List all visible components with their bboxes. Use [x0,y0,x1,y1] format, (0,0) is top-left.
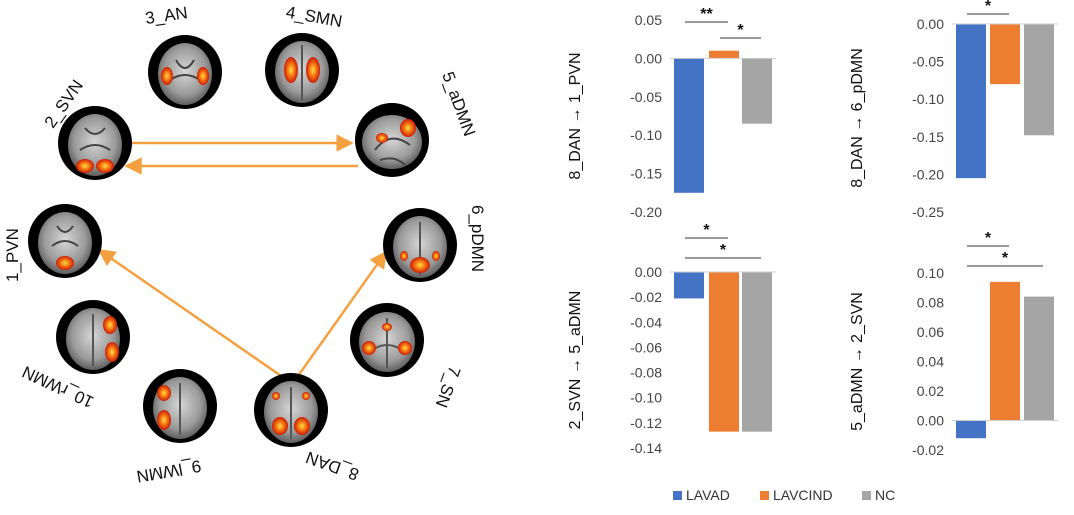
y-tick-label: -0.06 [630,339,662,355]
y-tick-label: -0.14 [630,440,662,456]
brain-node-1-pvn: 1_PVN [3,204,102,282]
y-tick-label: -0.10 [912,91,944,107]
bar-nc [742,272,772,432]
significance-label: * [720,242,727,259]
bar-lavad [956,420,986,439]
legend-swatch-lavcind [760,491,769,500]
significance-label: * [985,0,992,15]
bar-lavcind [709,272,739,432]
y-tick-label: 0.00 [917,16,944,32]
brain-node-10-rwmn: 10_rWMN [19,300,130,412]
significance-label: * [985,230,992,247]
y-axis-label: 5_aDMN → 2_SVN [849,292,866,431]
legend-label-lavcind: LAVCIND [773,487,833,503]
brain-node-9-lwmn: 9_lWMN [135,369,217,486]
brain-node-8-dan: 8_DAN [254,373,361,484]
y-tick-label: -0.20 [912,166,944,182]
bar-lavad [956,24,986,179]
label-5-admn: 5_aDMN [438,69,479,139]
network-diagram: 3_AN 4_SMN 2_SVN 5_aDMN [3,3,487,486]
y-tick-label: 0.00 [917,413,944,429]
y-tick-label: -0.02 [630,289,662,305]
chart-panel-1: 0.050.00-0.05-0.10-0.15-0.20***8_DAN → 1… [567,6,776,220]
label-9-lwmn: 9_lWMN [135,456,202,486]
y-axis-label: 2_SVN → 5_aDMN [567,291,584,430]
arrow-8dan-to-1pvn [97,248,288,382]
brain-node-7-sn: 7_SN [350,303,464,410]
y-tick-label: 0.06 [917,324,944,340]
brain-node-3-an: 3_AN [144,3,222,109]
label-3-an: 3_AN [144,3,189,28]
y-tick-label: 0.02 [917,383,944,399]
y-axis-label: 8_DAN → 6_pDMN [849,48,866,188]
y-tick-label: 0.08 [917,295,944,311]
y-tick-label: -0.12 [630,415,662,431]
legend-label-lavad: LAVAD [686,487,730,503]
arrow-8dan-to-6pdmn [296,250,388,377]
y-tick-label: -0.20 [630,204,662,220]
label-6-pdmn: 6_pDMN [468,205,487,272]
significance-label: * [703,222,710,239]
label-7-sn: 7_SN [432,364,464,410]
y-tick-label: 0.10 [917,265,944,281]
chart-panel-4: 0.10 0.08 0.06 0.04 0.02 0.00 -0.02 * * 5_aDMN → … [849,230,1058,458]
y-tick-label: -0.02 [912,442,944,458]
chart-panel-2: 0.00 -0.05 -0.10 -0.15 -0.20 -0.25 * 8_DAN → 6_… [849,0,1058,220]
y-tick-label: -0.10 [630,390,662,406]
legend: LAVAD LAVCIND NC [673,487,895,503]
y-tick-label: -0.25 [912,204,944,220]
bar-charts: 0.050.00-0.05-0.10-0.15-0.20***8_DAN → 1… [567,0,1058,458]
y-tick-label: -0.08 [630,365,662,381]
brain-node-6-pdmn: 6_pDMN [383,205,487,282]
brain-node-5-admn: 5_aDMN [355,69,479,177]
significance-label: * [737,22,744,39]
y-axis-label: 8_DAN → 1_PVN [567,52,584,179]
label-8-dan: 8_DAN [303,447,361,484]
label-4-smn: 4_SMN [285,3,344,32]
legend-label-nc: NC [875,487,895,503]
bar-lavcind [709,50,739,59]
bar-nc [742,58,772,124]
bar-nc [1024,24,1054,136]
y-tick-label: 0.00 [635,264,662,280]
y-tick-label: -0.04 [630,314,662,330]
brain-node-2-svn: 2_SVN [41,76,132,180]
y-tick-label: 0.00 [635,50,662,66]
y-tick-label: -0.05 [630,89,662,105]
y-tick-label: -0.05 [912,54,944,70]
y-tick-label: -0.15 [912,129,944,145]
y-tick-label: -0.15 [630,166,662,182]
y-tick-label: -0.10 [630,127,662,143]
legend-swatch-nc [862,491,871,500]
chart-panel-3: 0.00 -0.02 -0.04 -0.06 -0.08 -0.10 -0.12 -0.14 *… [567,222,776,456]
significance-label: ** [700,6,713,23]
label-1-pvn: 1_PVN [3,228,22,282]
bar-lavad [674,58,704,193]
brain-node-4-smn: 4_SMN [265,3,344,107]
y-tick-label: 0.05 [635,12,662,28]
bar-lavcind [990,281,1020,421]
bar-lavcind [990,24,1020,85]
bar-lavad [674,272,704,299]
y-tick-label: 0.04 [917,354,944,370]
bar-nc [1024,296,1054,421]
significance-label: * [1002,250,1009,267]
legend-swatch-lavad [673,491,682,500]
